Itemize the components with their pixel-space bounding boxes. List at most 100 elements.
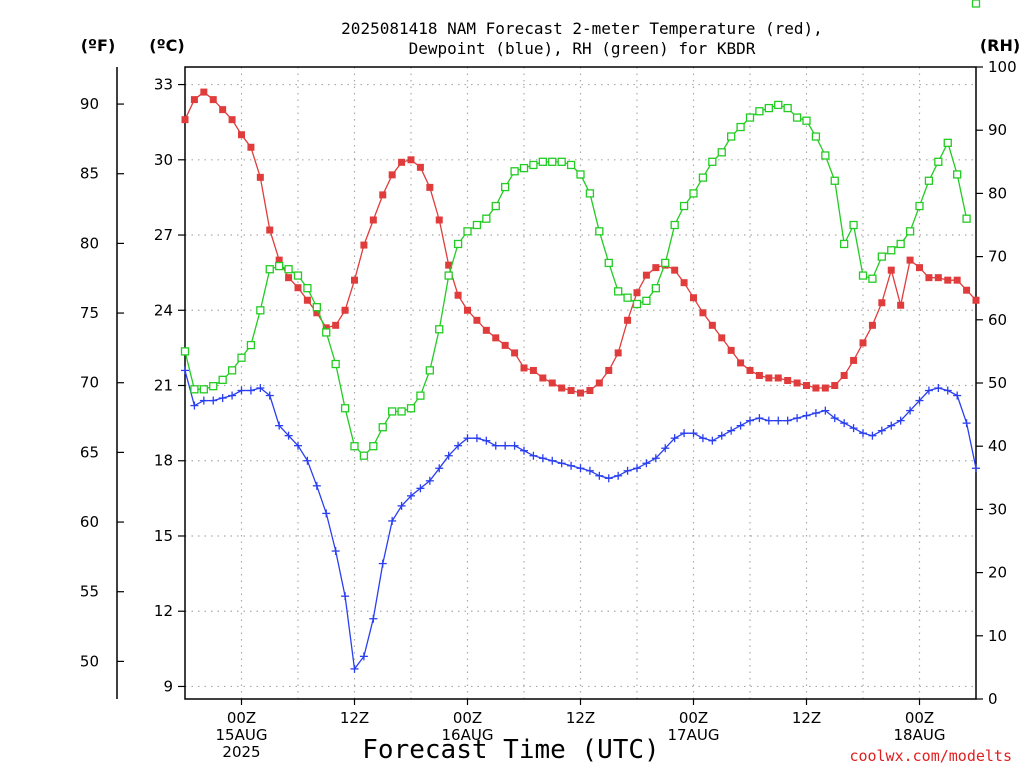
rh-point (858, 271, 868, 280)
dewpoint-point (265, 391, 274, 400)
2-meter-temperature-point (868, 321, 876, 329)
dewpoint-point (407, 491, 415, 500)
rh-point (905, 227, 915, 236)
rh-point (312, 303, 321, 312)
dewpoint-point (595, 471, 604, 480)
dewpoint-point (510, 441, 519, 450)
dewpoint-point (642, 459, 651, 468)
rh-point (388, 407, 397, 416)
rh-point (811, 132, 821, 141)
2-meter-temperature-point (916, 264, 923, 272)
2-meter-temperature-point (407, 156, 415, 164)
rh-point (350, 442, 359, 451)
rh-point (359, 451, 369, 460)
dewpoint-point (444, 451, 453, 460)
celsius-tick-label: 9 (163, 677, 173, 695)
rh-point (303, 284, 312, 293)
dewpoint-point (698, 434, 707, 443)
dewpoint-point (520, 446, 528, 455)
rh-tick-label: 10 (988, 627, 1007, 645)
series-layer (180, 0, 981, 673)
rh-point (472, 220, 482, 230)
2-meter-temperature-point (482, 326, 490, 334)
dewpoint-point (802, 411, 811, 420)
2-meter-temperature-point (595, 379, 603, 387)
2-meter-temperature-point (360, 241, 368, 249)
rh-point (896, 239, 905, 249)
2-meter-temperature-point (774, 374, 782, 382)
2-meter-temperature-point (708, 321, 716, 329)
rh-point (180, 347, 190, 356)
rh-point (604, 258, 613, 268)
dewpoint-point (868, 431, 877, 440)
dewpoint-point (670, 434, 679, 443)
2-meter-temperature-point (247, 143, 255, 151)
dewpoint-point (887, 421, 896, 430)
credit-text: coolwx.com/modelts (849, 747, 1012, 765)
rh-point (642, 296, 651, 305)
fahrenheit-unit-label: (ºF) (81, 36, 116, 55)
celsius-tick-label: 33 (154, 76, 173, 94)
rh-point (435, 325, 444, 334)
rh-point (416, 391, 425, 400)
celsius-tick-label: 15 (154, 527, 173, 545)
rh-tick-label: 20 (988, 564, 1007, 582)
dewpoint-point (435, 464, 444, 473)
2-meter-temperature-point (181, 116, 189, 124)
rh-unit-label: (RH) (980, 36, 1020, 55)
2-meter-temperature-point (821, 384, 829, 392)
2-meter-temperature-point (850, 356, 858, 364)
celsius-tick-label: 21 (154, 377, 173, 395)
2-meter-temperature-point (256, 173, 264, 181)
dewpoint-point (736, 421, 745, 430)
dewpoint-point (811, 409, 820, 418)
celsius-tick-label: 24 (154, 301, 173, 319)
rh-point (840, 239, 849, 249)
2-meter-temperature-point (925, 274, 933, 282)
rh-point (256, 306, 265, 315)
2-meter-temperature-point (944, 276, 952, 284)
rh-point (538, 157, 547, 166)
2-meter-temperature-point (859, 339, 867, 347)
2-meter-temperature-point (671, 266, 679, 274)
rh-point (444, 271, 453, 280)
rh-point (246, 340, 256, 350)
rh-point (453, 239, 463, 249)
dewpoint-point (454, 441, 463, 450)
dewpoint-point (275, 421, 284, 430)
dewpoint-point (962, 419, 971, 428)
rh-point (322, 328, 331, 337)
dewpoint-point (821, 406, 830, 415)
dewpoint-point (378, 559, 387, 568)
2-meter-temperature-point (727, 346, 735, 354)
x-tick-label: 15AUG (216, 726, 268, 744)
2-meter-temperature-point (887, 266, 895, 274)
rh-tick-label: 0 (988, 690, 998, 708)
2-meter-temperature-point (238, 131, 245, 139)
rh-point (698, 173, 708, 182)
fahrenheit-tick-label: 50 (80, 652, 99, 670)
2-meter-temperature-point (972, 296, 980, 304)
2-meter-temperature-point (416, 163, 424, 171)
grid-lines (185, 67, 976, 699)
2-meter-temperature-point (445, 261, 453, 269)
rh-point (510, 167, 519, 176)
2-meter-temperature-point (379, 191, 387, 199)
rh-point (651, 284, 660, 293)
fahrenheit-tick-label: 55 (80, 583, 99, 601)
rh-point (190, 385, 199, 394)
rh-point (340, 404, 350, 413)
dewpoint-point (294, 441, 302, 450)
2-meter-temperature-point (652, 264, 660, 272)
fahrenheit-tick-label: 85 (80, 165, 99, 183)
2-meter-temperature-point (784, 376, 792, 384)
2-meter-temperature-point (793, 379, 801, 387)
2-meter-temperature-point (840, 371, 848, 379)
rh-point (736, 122, 745, 132)
celsius-tick-label: 12 (154, 602, 173, 620)
2-meter-temperature-point (803, 382, 810, 390)
dewpoint-point (689, 429, 698, 438)
2-meter-temperature-point (737, 359, 745, 367)
rh-point (689, 189, 698, 198)
dewpoint-point (614, 471, 623, 480)
